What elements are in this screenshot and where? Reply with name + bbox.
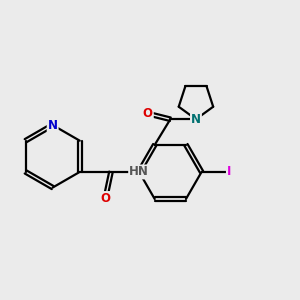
Text: O: O — [143, 107, 153, 120]
Text: N: N — [191, 113, 201, 126]
Text: I: I — [227, 165, 231, 178]
Text: O: O — [100, 192, 110, 205]
Text: HN: HN — [129, 165, 149, 178]
Text: N: N — [48, 118, 58, 132]
